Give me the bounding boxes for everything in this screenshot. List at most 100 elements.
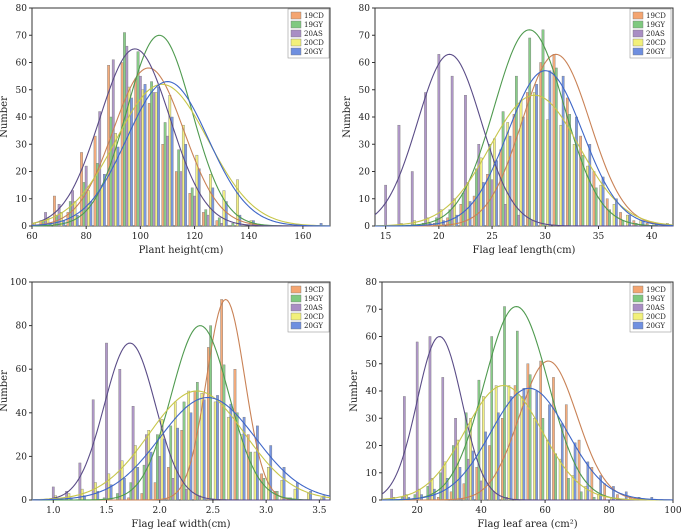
x-tick-label: 140 xyxy=(240,232,257,242)
y-tick-label: 20 xyxy=(16,452,28,462)
y-tick-label: 20 xyxy=(359,168,371,178)
legend-swatch-20GY xyxy=(632,321,644,330)
x-tick-label: 2.5 xyxy=(206,506,221,516)
x-tick-label: 20 xyxy=(433,232,445,242)
bar-19CD xyxy=(552,54,556,227)
x-tick-label: 120 xyxy=(186,232,203,242)
bar-20AS xyxy=(530,220,534,227)
legend-label-19CD: 19CD xyxy=(304,12,324,20)
bar-19CD xyxy=(592,171,596,227)
bar-19CD xyxy=(188,193,192,227)
bar-20GY xyxy=(458,467,462,501)
legend-label-20CD: 20CD xyxy=(304,313,324,321)
bar-20GY xyxy=(548,70,552,227)
bar-20AS xyxy=(166,135,169,227)
bar-19CD xyxy=(605,198,609,227)
bar-19CD xyxy=(513,385,517,501)
bar-20AS xyxy=(91,399,95,501)
bar-20CD xyxy=(222,190,226,227)
bar-20GY xyxy=(130,97,133,227)
y-tick-label: 50 xyxy=(359,86,371,96)
legend-swatch-19GY xyxy=(290,294,302,303)
bar-20GY xyxy=(573,442,577,501)
bar-20AS xyxy=(410,171,414,227)
bars-group xyxy=(32,32,323,227)
bar-20GY xyxy=(509,396,513,501)
bar-20AS xyxy=(428,336,432,501)
bar-20CD xyxy=(127,86,131,227)
bar-19GY xyxy=(554,67,558,227)
x-tick-label: 1.5 xyxy=(99,506,114,516)
bar-20GY xyxy=(497,412,500,501)
fit-curves xyxy=(31,298,331,501)
bar-19CD xyxy=(174,171,178,227)
bar-20CD xyxy=(599,184,603,227)
bar-20AS xyxy=(206,214,210,227)
legend-swatch-19GY xyxy=(632,20,644,29)
curve-19GY xyxy=(32,325,330,501)
curve-20GY xyxy=(374,70,674,227)
y-tick-label: 80 xyxy=(359,4,371,14)
legend-label-19GY: 19GY xyxy=(646,295,665,303)
y-tick-label: 60 xyxy=(359,59,371,69)
legend-label-20CD: 20CD xyxy=(646,313,666,321)
bar-20GY xyxy=(575,116,578,227)
curve-20CD xyxy=(381,384,673,501)
bar-20CD xyxy=(493,138,496,227)
chart-panel-3: 1.0 1.5 2.0 2.5 3.0 3.5 Flag leaf width(cm) 0 20… xyxy=(0,278,331,530)
y-tick-label: 0 xyxy=(21,496,27,506)
bar-20AS xyxy=(437,54,441,227)
bar-19CD xyxy=(512,114,516,227)
bar-19GY xyxy=(217,217,221,227)
bar-20GY xyxy=(216,395,219,501)
bar-20CD xyxy=(453,198,456,227)
bar-19CD xyxy=(526,363,530,501)
x-tick-label: 1.0 xyxy=(46,506,61,516)
x-tick-label: 20 xyxy=(411,506,423,516)
y-tick-label: 70 xyxy=(16,31,28,41)
x-axis: 60 80 100 120 140 160 Plant height(cm) xyxy=(26,226,312,256)
y-tick-label: 30 xyxy=(16,140,28,150)
y-axis-label: Number xyxy=(342,96,353,138)
legend-label-19GY: 19GY xyxy=(646,21,665,29)
bar-20CD xyxy=(626,214,629,227)
x-tick-label: 35 xyxy=(593,232,605,242)
bar-20CD xyxy=(253,451,257,501)
bar-20GY xyxy=(535,84,538,227)
bar-19GY xyxy=(464,412,468,501)
x-tick-label: 80 xyxy=(603,506,615,516)
x-tick-label: 40 xyxy=(475,506,487,516)
bar-19GY xyxy=(477,379,481,501)
y-tick-label: 40 xyxy=(366,387,378,397)
y-tick-label: 40 xyxy=(16,113,28,123)
x-axis-label: Flag leaf width(cm) xyxy=(131,519,230,530)
bar-19CD xyxy=(53,195,56,227)
bar-20GY xyxy=(123,478,126,501)
bar-20CD xyxy=(173,401,177,501)
bar-19CD xyxy=(260,473,263,501)
y-tick-label: 10 xyxy=(16,195,28,205)
legend-label-20GY: 20GY xyxy=(304,322,323,330)
bar-20GY xyxy=(116,146,120,227)
x-tick-label: 160 xyxy=(294,232,311,242)
y-tick-label: 80 xyxy=(366,278,378,288)
x-axis: 20 40 60 80 100 Flag leaf area (cm²) xyxy=(411,500,682,530)
bar-19CD xyxy=(526,92,529,227)
bar-19CD xyxy=(134,78,138,227)
bar-20CD xyxy=(73,201,77,227)
y-tick-label: 70 xyxy=(359,31,371,41)
legend-label-19GY: 19GY xyxy=(304,295,323,303)
bar-20CD xyxy=(213,401,217,501)
bar-20CD xyxy=(443,461,447,501)
chart-panel-4: 20 40 60 80 100 Flag leaf area (cm²) 0 10 20 30 40… xyxy=(349,278,682,530)
bar-20CD xyxy=(519,100,523,227)
legend-swatch-19CD xyxy=(632,11,644,20)
x-tick-label: 40 xyxy=(646,232,658,242)
bar-20CD xyxy=(94,482,97,501)
bar-19GY xyxy=(163,122,167,227)
x-tick-label: 100 xyxy=(664,506,681,516)
bar-19GY xyxy=(516,330,519,501)
bar-19CD xyxy=(552,377,555,501)
bar-20GY xyxy=(256,425,259,501)
